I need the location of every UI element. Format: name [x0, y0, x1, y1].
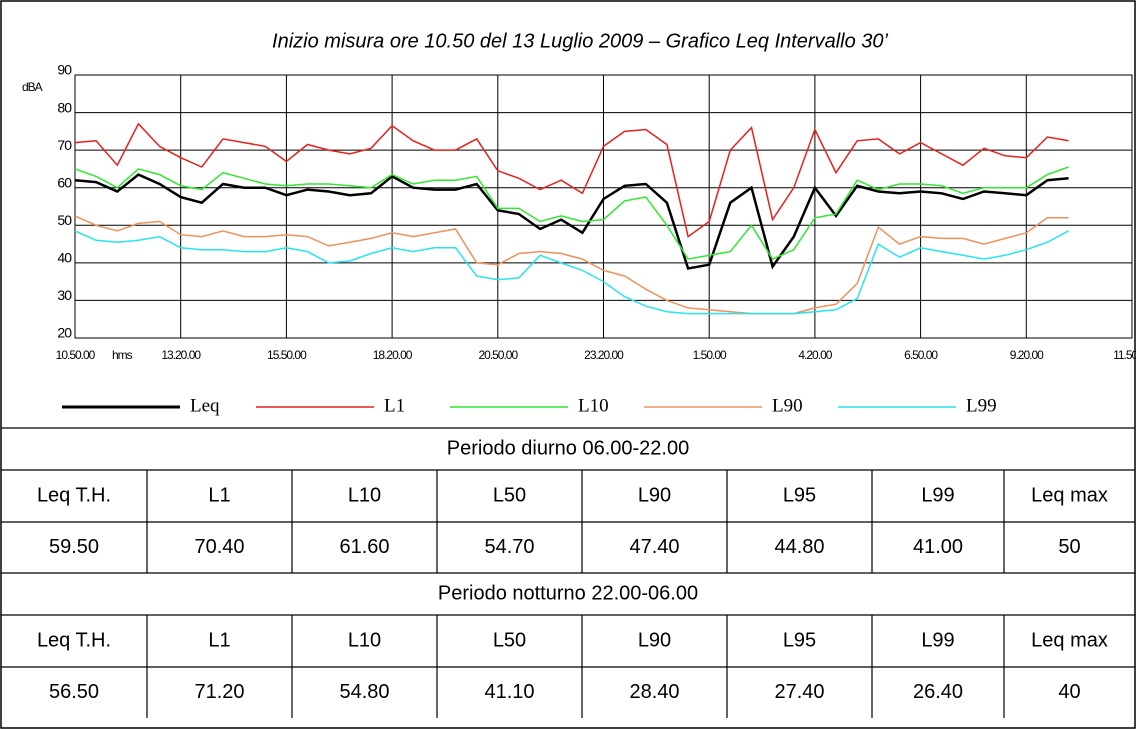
- table-value: 61.60: [339, 536, 389, 558]
- series-line: [74, 230, 1069, 315]
- table-value: 41.10: [484, 681, 534, 703]
- series-line: [74, 215, 1069, 315]
- table-header: L99: [921, 484, 954, 506]
- x-tick-label: 18.20.00: [373, 348, 413, 362]
- legend-label: L90: [772, 395, 803, 416]
- table-value: 70.40: [194, 536, 244, 558]
- y-tick-label: 40: [57, 250, 72, 266]
- table-value: 54.80: [339, 681, 389, 703]
- series-line: [74, 173, 1069, 270]
- table-header: Leq max: [1031, 484, 1108, 506]
- table-header: Leq T.H.: [37, 484, 111, 506]
- table-value: 41.00: [913, 536, 963, 558]
- table-header: L95: [783, 629, 816, 651]
- table-value: 27.40: [774, 681, 824, 703]
- x-tick-label: 11.50.00: [1113, 348, 1136, 362]
- table-header: L1: [208, 484, 230, 506]
- y-axis-label: dBA: [22, 80, 43, 94]
- table-value: 54.70: [484, 536, 534, 558]
- table-header: L99: [921, 629, 954, 651]
- x-tick-label: 23.20.00: [584, 348, 624, 362]
- y-tick-label: 20: [57, 325, 72, 341]
- table-header: Leq T.H.: [37, 629, 111, 651]
- table-value: 26.40: [913, 681, 963, 703]
- table-header: L50: [493, 484, 526, 506]
- x-tick-label: 13.20.00: [161, 348, 201, 362]
- table-header: L10: [348, 484, 381, 506]
- series-line: [74, 122, 1069, 238]
- table-value: 40: [1058, 681, 1080, 703]
- y-tick-label: 70: [57, 137, 72, 153]
- legend-label: L1: [384, 395, 405, 416]
- table-value: 28.40: [629, 681, 679, 703]
- table-value: 56.50: [49, 681, 99, 703]
- table-header: L95: [783, 484, 816, 506]
- series-line: [74, 166, 1069, 261]
- table-header: L90: [638, 629, 671, 651]
- table-header: L90: [638, 484, 671, 506]
- x-tick-label: 1.50.00: [693, 348, 727, 362]
- table-value: 50: [1058, 536, 1080, 558]
- table-header: L10: [348, 629, 381, 651]
- table-heading: Periodo notturno 22.00-06.00: [438, 582, 698, 604]
- table-value: 47.40: [629, 536, 679, 558]
- table-header: Leq max: [1031, 629, 1108, 651]
- legend-label: Leq: [190, 395, 220, 416]
- x-tick-label: 15.50.00: [267, 348, 307, 362]
- table-heading: Periodo diurno 06.00-22.00: [447, 437, 689, 459]
- table-value: 71.20: [194, 681, 244, 703]
- table-value: 44.80: [774, 536, 824, 558]
- x-axis-label: hms: [112, 348, 133, 362]
- x-tick-label: 4.20.00: [798, 348, 832, 362]
- plot-frame: [74, 74, 1133, 339]
- y-tick-label: 30: [57, 287, 72, 303]
- table-header: L50: [493, 629, 526, 651]
- x-tick-label: 10.50.00: [56, 348, 96, 362]
- x-tick-label: 20.50.00: [478, 348, 518, 362]
- y-tick-label: 50: [57, 212, 72, 228]
- table-header: L1: [208, 629, 230, 651]
- x-tick-label: 6.50.00: [904, 348, 938, 362]
- legend-label: L99: [966, 395, 997, 416]
- y-tick-label: 90: [57, 62, 72, 78]
- legend-label: L10: [578, 395, 609, 416]
- y-tick-label: 60: [57, 174, 72, 190]
- y-tick-label: 80: [57, 99, 72, 115]
- table-value: 59.50: [49, 536, 99, 558]
- x-tick-label: 9.20.00: [1010, 348, 1044, 362]
- chart-title: Inizio misura ore 10.50 del 13 Luglio 20…: [272, 30, 888, 52]
